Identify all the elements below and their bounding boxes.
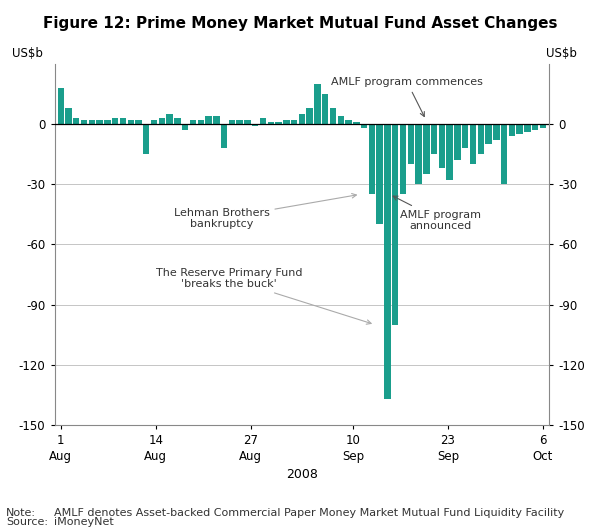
Bar (462, 124, 469, 148)
Bar (174, 118, 181, 124)
Bar (322, 94, 328, 124)
Bar (73, 118, 79, 124)
Text: AMLF program
announced: AMLF program announced (393, 196, 481, 231)
Bar (485, 124, 492, 144)
Text: iMoneyNet: iMoneyNet (54, 517, 114, 527)
Bar (353, 122, 359, 124)
Bar (407, 124, 414, 164)
Bar (252, 124, 259, 126)
Bar (299, 114, 305, 124)
Bar (501, 124, 507, 184)
Text: Lehman Brothers
bankruptcy: Lehman Brothers bankruptcy (173, 193, 356, 229)
Bar (314, 84, 320, 124)
Text: Note:: Note: (6, 508, 36, 518)
Bar (532, 124, 538, 130)
Bar (128, 120, 134, 124)
Bar (346, 120, 352, 124)
Bar (89, 120, 95, 124)
Text: AMLF program commences: AMLF program commences (331, 77, 483, 116)
Bar (493, 124, 500, 140)
Bar (384, 124, 391, 399)
Bar (517, 124, 523, 134)
Bar (213, 116, 220, 124)
Bar (197, 120, 204, 124)
Bar (104, 120, 110, 124)
Text: The Reserve Primary Fund
'breaks the buck': The Reserve Primary Fund 'breaks the buc… (155, 268, 371, 324)
Bar (454, 124, 461, 160)
Bar (361, 124, 367, 128)
Bar (376, 124, 383, 225)
Bar (446, 124, 453, 180)
Bar (112, 118, 118, 124)
Bar (158, 118, 165, 124)
Bar (439, 124, 445, 168)
Bar (368, 124, 375, 194)
Bar (338, 116, 344, 124)
Text: Figure 12: Prime Money Market Mutual Fund Asset Changes: Figure 12: Prime Money Market Mutual Fun… (43, 16, 557, 31)
Bar (268, 122, 274, 124)
Bar (260, 118, 266, 124)
Bar (275, 122, 282, 124)
Bar (478, 124, 484, 154)
Bar (190, 120, 196, 124)
Bar (540, 124, 546, 128)
Bar (229, 120, 235, 124)
Text: Source:: Source: (6, 517, 48, 527)
Bar (236, 120, 243, 124)
Bar (97, 120, 103, 124)
Bar (120, 118, 126, 124)
Bar (136, 120, 142, 124)
Bar (509, 124, 515, 136)
Bar (415, 124, 422, 184)
Bar (307, 108, 313, 124)
X-axis label: 2008: 2008 (286, 468, 318, 482)
Text: US$b: US$b (545, 47, 577, 61)
Bar (244, 120, 251, 124)
Bar (81, 120, 87, 124)
Bar (423, 124, 430, 174)
Text: US$b: US$b (13, 47, 43, 61)
Bar (291, 120, 297, 124)
Bar (65, 108, 72, 124)
Bar (182, 124, 188, 130)
Bar (205, 116, 212, 124)
Bar (166, 114, 173, 124)
Bar (283, 120, 290, 124)
Bar (143, 124, 149, 154)
Bar (400, 124, 406, 194)
Bar (431, 124, 437, 154)
Text: AMLF denotes Asset-backed Commercial Paper Money Market Mutual Fund Liquidity Fa: AMLF denotes Asset-backed Commercial Pap… (54, 508, 564, 518)
Bar (392, 124, 398, 324)
Bar (524, 124, 530, 132)
Bar (470, 124, 476, 164)
Bar (151, 120, 157, 124)
Bar (221, 124, 227, 148)
Bar (330, 108, 336, 124)
Bar (58, 88, 64, 124)
